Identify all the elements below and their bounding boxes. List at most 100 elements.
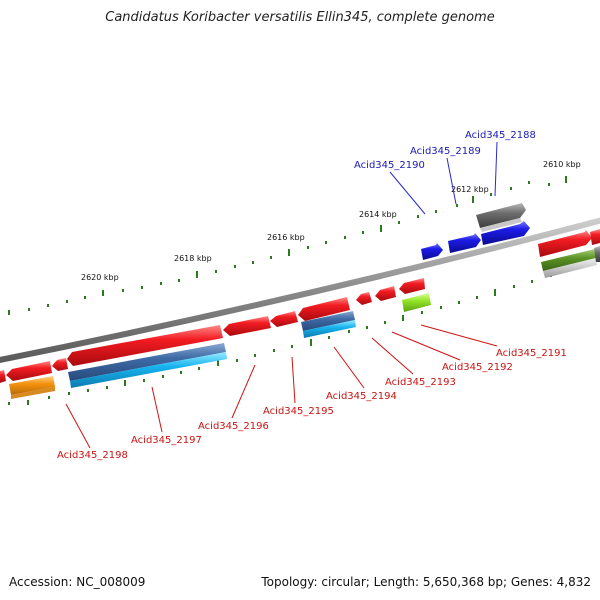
- tick-mark: [528, 181, 530, 184]
- gene-label-acid345-2194: Acid345_2194: [326, 391, 397, 402]
- tick-mark: [106, 386, 108, 389]
- tick-mark: [417, 215, 419, 218]
- tick-mark: [66, 300, 68, 303]
- leader-line-acid345-2196: [231, 364, 256, 419]
- gene-acid345-2196[interactable]: [223, 316, 271, 336]
- tick-label-2610: 2610 kbp: [543, 160, 581, 169]
- gene-acid345-2191[interactable]: [399, 278, 425, 294]
- lower-tick-row: [8, 268, 570, 405]
- gene-acid345-2194[interactable]: [298, 297, 350, 321]
- tick-mark: [68, 392, 70, 395]
- gene-acid345-2197-steel[interactable]: [68, 343, 227, 388]
- leader-line-acid345-2190: [389, 171, 426, 215]
- leader-line-acid345-2195: [291, 356, 296, 404]
- tick-mark: [458, 301, 460, 304]
- gene-acid345-2188-gray[interactable]: [476, 203, 526, 232]
- tick-label-2616: 2616 kbp: [267, 233, 305, 242]
- tick-mark: [565, 176, 567, 183]
- tick-mark: [531, 280, 533, 283]
- leader-line-acid345-2197: [151, 386, 163, 433]
- tick-mark: [494, 289, 496, 296]
- tick-mark: [307, 246, 309, 249]
- gene-acid345-2198[interactable]: [52, 358, 68, 371]
- tick-mark: [440, 306, 442, 309]
- tick-mark: [162, 375, 164, 378]
- tick-mark: [548, 183, 550, 186]
- tick-mark: [180, 371, 182, 374]
- gene-acid345-2191-lime[interactable]: [402, 293, 431, 312]
- gene-acid345-2197[interactable]: [67, 325, 223, 366]
- gene-label-acid345-2197: Acid345_2197: [131, 435, 202, 446]
- tick-mark: [254, 354, 256, 357]
- gene-acid345-2189[interactable]: [448, 233, 481, 253]
- tick-mark: [328, 336, 330, 339]
- leader-lines-bottom: [65, 324, 498, 449]
- tick-mark: [402, 315, 404, 321]
- gene-label-acid345-2198: Acid345_2198: [57, 450, 128, 461]
- leader-lines-top: [389, 141, 498, 215]
- tick-mark: [87, 389, 89, 392]
- gene-label-acid345-2193: Acid345_2193: [385, 377, 456, 388]
- tick-mark: [398, 221, 400, 224]
- tick-mark: [435, 210, 437, 213]
- tick-mark: [325, 241, 327, 244]
- tick-mark: [47, 304, 49, 307]
- tick-mark: [348, 330, 350, 333]
- gene-label-acid345-2196: Acid345_2196: [198, 421, 269, 432]
- tick-mark: [456, 204, 458, 207]
- gene-acid345-2188[interactable]: [481, 221, 530, 245]
- tick-mark: [288, 249, 290, 256]
- gene-right-olive[interactable]: [541, 246, 600, 278]
- gene-left-orange[interactable]: [9, 376, 55, 399]
- gene-label-acid345-2195: Acid345_2195: [263, 406, 334, 417]
- tick-mark: [143, 379, 145, 382]
- accession-text: Accession: NC_008009: [9, 575, 146, 589]
- tick-mark: [160, 282, 162, 285]
- tick-mark: [490, 193, 492, 196]
- tick-mark: [344, 236, 346, 239]
- tick-mark: [380, 225, 382, 232]
- tick-mark: [48, 396, 50, 399]
- gene-acid345-2194-steel[interactable]: [301, 311, 356, 338]
- gene-acid345-2193[interactable]: [356, 292, 372, 305]
- gene-label-acid345-2192: Acid345_2192: [442, 362, 513, 373]
- map-title: Candidatus Koribacter versatilis Ellin34…: [105, 10, 495, 25]
- tick-mark: [84, 296, 86, 299]
- gene-label-acid345-2190: Acid345_2190: [354, 160, 425, 171]
- gene-right-red[interactable]: [538, 230, 592, 257]
- leader-line-acid345-2188: [494, 141, 498, 197]
- genome-backbone: [0, 217, 600, 364]
- gene-acid345-2195[interactable]: [270, 311, 298, 327]
- leader-line-acid345-2193: [371, 337, 414, 375]
- tick-label-2614: 2614 kbp: [359, 210, 397, 219]
- gene-acid345-2190[interactable]: [421, 243, 443, 260]
- tick-mark: [217, 360, 219, 366]
- tick-mark: [476, 296, 478, 299]
- gene-label-acid345-2189: Acid345_2189: [410, 146, 481, 157]
- tick-mark: [196, 271, 198, 278]
- tick-mark: [124, 380, 126, 386]
- tick-mark: [310, 339, 312, 346]
- leader-line-acid345-2189: [446, 157, 457, 205]
- tick-mark: [362, 231, 364, 234]
- upper-tick-row: [8, 176, 567, 315]
- tick-mark: [122, 289, 124, 292]
- tick-mark: [270, 256, 272, 259]
- tick-mark: [215, 270, 217, 273]
- tick-mark: [8, 402, 10, 405]
- tick-mark: [273, 349, 275, 352]
- tick-mark: [236, 359, 238, 362]
- tick-mark: [141, 286, 143, 289]
- gene-acid345-2192[interactable]: [375, 286, 396, 301]
- tick-mark: [384, 321, 386, 324]
- gene-left-red-edge[interactable]: [0, 370, 6, 383]
- gene-left-red[interactable]: [6, 361, 52, 381]
- leader-line-acid345-2194: [333, 346, 365, 389]
- tick-mark: [102, 290, 104, 296]
- gene-right-red-2[interactable]: [590, 229, 600, 245]
- tick-label-2612: 2612 kbp: [451, 185, 489, 194]
- tick-mark: [28, 308, 30, 311]
- leader-line-acid345-2192: [391, 331, 461, 361]
- tick-label-2620: 2620 kbp: [81, 273, 119, 282]
